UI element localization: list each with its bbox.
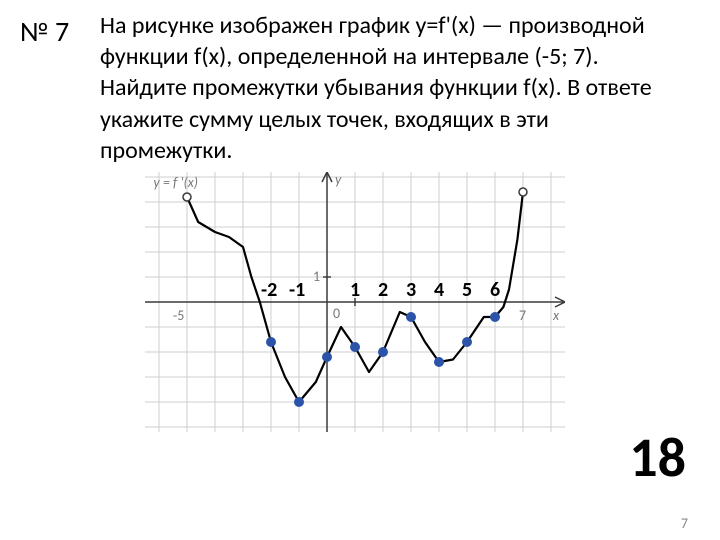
problem-number: № 7 xyxy=(20,10,80,49)
svg-text:y = f '(x): y = f '(x) xyxy=(153,174,198,191)
svg-text:6: 6 xyxy=(490,278,500,302)
svg-text:1: 1 xyxy=(350,278,360,302)
problem-text: На рисунке изображен график y=f'(x) — пр… xyxy=(100,10,680,166)
svg-text:x: x xyxy=(552,307,560,324)
answer-value: 18 xyxy=(629,424,686,492)
svg-text:1: 1 xyxy=(313,268,320,285)
derivative-graph: yx011-57y = f '(x)-2-1123456 xyxy=(145,172,565,432)
svg-text:2: 2 xyxy=(378,278,388,302)
svg-text:0: 0 xyxy=(333,305,340,322)
svg-text:7: 7 xyxy=(519,307,526,324)
svg-text:-2: -2 xyxy=(261,278,277,302)
graph-container: yx011-57y = f '(x)-2-1123456 xyxy=(20,172,690,437)
page-number: 7 xyxy=(681,515,688,532)
svg-text:3: 3 xyxy=(406,278,416,302)
svg-text:4: 4 xyxy=(434,278,444,302)
slide-page: № 7 На рисунке изображен график y=f'(x) … xyxy=(0,0,720,540)
svg-text:-5: -5 xyxy=(173,307,184,324)
header-row: № 7 На рисунке изображен график y=f'(x) … xyxy=(20,10,690,166)
svg-text:-1: -1 xyxy=(289,278,305,302)
svg-text:5: 5 xyxy=(462,278,472,302)
svg-text:y: y xyxy=(335,172,342,188)
